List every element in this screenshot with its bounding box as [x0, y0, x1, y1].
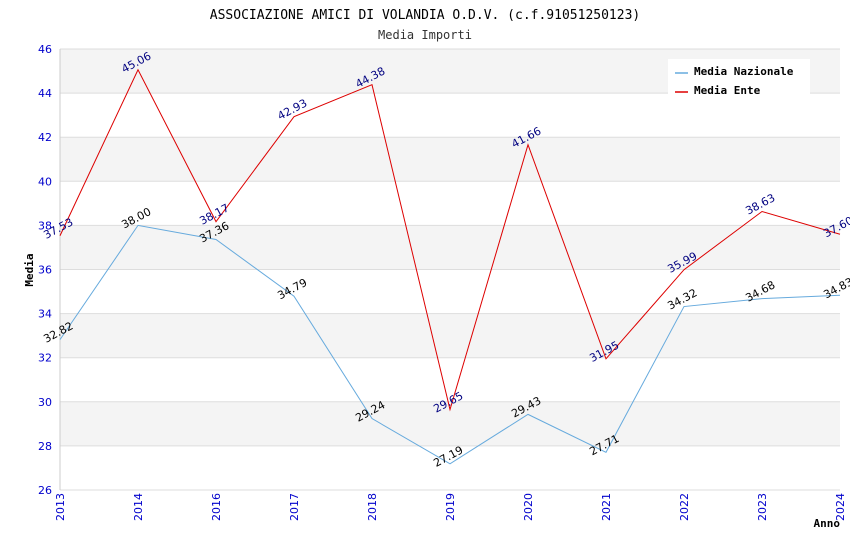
y-tick-label: 44 — [38, 87, 52, 100]
x-tick-label: 2013 — [54, 493, 67, 521]
grid-band — [60, 357, 840, 402]
x-tick-label: 2021 — [600, 493, 613, 521]
y-ticks: 26 28 30 32 34 36 38 40 42 44 46 — [38, 43, 52, 497]
grid-band — [60, 313, 840, 358]
legend-box — [668, 59, 810, 99]
x-tick-label: 2017 — [288, 493, 301, 521]
y-tick-label: 30 — [38, 396, 52, 409]
y-tick-label: 32 — [38, 352, 52, 365]
y-axis-label: Media — [23, 253, 36, 286]
y-tick-label: 40 — [38, 175, 52, 188]
legend-label-media-nazionale: Media Nazionale — [694, 65, 794, 78]
series-lines — [59, 68, 841, 465]
y-tick-label: 34 — [38, 308, 52, 321]
x-tick-label: 2020 — [522, 493, 535, 521]
x-tick-label: 2024 — [834, 493, 847, 521]
legend: Media Nazionale Media Ente — [668, 59, 810, 99]
grid-band — [60, 181, 840, 226]
chart-subtitle: Media Importi — [378, 28, 472, 42]
legend-label-media-ente: Media Ente — [694, 84, 761, 97]
y-tick-label: 42 — [38, 131, 52, 144]
grid-band — [60, 225, 840, 270]
y-tick-label: 38 — [38, 219, 52, 232]
x-axis-label: Anno — [814, 517, 841, 530]
y-tick-label: 36 — [38, 264, 52, 277]
x-tick-label: 2014 — [132, 493, 145, 521]
x-tick-label: 2019 — [444, 493, 457, 521]
grid-band — [60, 137, 840, 182]
x-tick-label: 2022 — [678, 493, 691, 521]
grid-band — [60, 445, 840, 490]
series-line-media-nazionale — [59, 224, 841, 465]
y-tick-label: 26 — [38, 484, 52, 497]
grid-band — [60, 93, 840, 138]
x-tick-label: 2023 — [756, 493, 769, 521]
chart-title: ASSOCIAZIONE AMICI DI VOLANDIA O.D.V. (c… — [210, 8, 640, 23]
grid-bands — [60, 49, 840, 490]
grid-band — [60, 269, 840, 314]
x-tick-label: 2018 — [366, 493, 379, 521]
x-ticks: 2013 2014 2016 2017 2018 2019 2020 2021 2022 2023… — [54, 493, 847, 521]
series-line-media-ente — [59, 68, 841, 412]
y-tick-label: 28 — [38, 440, 52, 453]
grid-lines — [59, 48, 840, 491]
y-tick-label: 46 — [38, 43, 52, 56]
x-tick-label: 2016 — [210, 493, 223, 521]
